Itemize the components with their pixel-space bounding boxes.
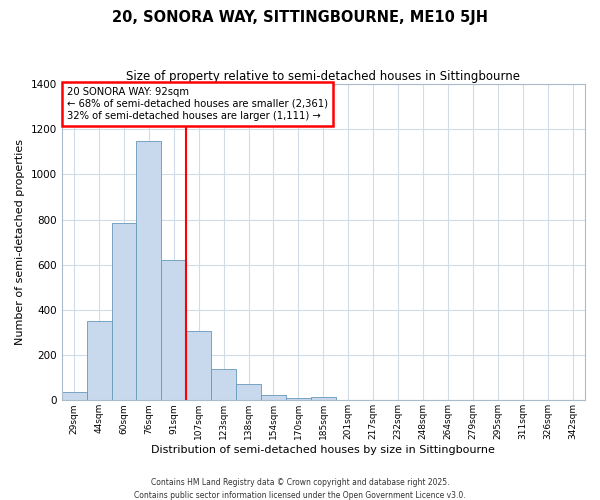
Bar <box>311 397 336 400</box>
Bar <box>261 394 286 400</box>
Bar <box>136 140 161 400</box>
Bar <box>186 332 211 400</box>
Bar <box>161 260 186 400</box>
Text: 20, SONORA WAY, SITTINGBOURNE, ME10 5JH: 20, SONORA WAY, SITTINGBOURNE, ME10 5JH <box>112 10 488 25</box>
Bar <box>286 398 311 400</box>
Y-axis label: Number of semi-detached properties: Number of semi-detached properties <box>15 139 25 345</box>
Bar <box>62 392 86 400</box>
Bar <box>236 384 261 400</box>
Bar <box>211 368 236 400</box>
Text: Contains HM Land Registry data © Crown copyright and database right 2025.
Contai: Contains HM Land Registry data © Crown c… <box>134 478 466 500</box>
Title: Size of property relative to semi-detached houses in Sittingbourne: Size of property relative to semi-detach… <box>127 70 520 83</box>
X-axis label: Distribution of semi-detached houses by size in Sittingbourne: Distribution of semi-detached houses by … <box>151 445 495 455</box>
Bar <box>86 322 112 400</box>
Text: 20 SONORA WAY: 92sqm
← 68% of semi-detached houses are smaller (2,361)
32% of se: 20 SONORA WAY: 92sqm ← 68% of semi-detac… <box>67 88 328 120</box>
Bar <box>112 223 136 400</box>
